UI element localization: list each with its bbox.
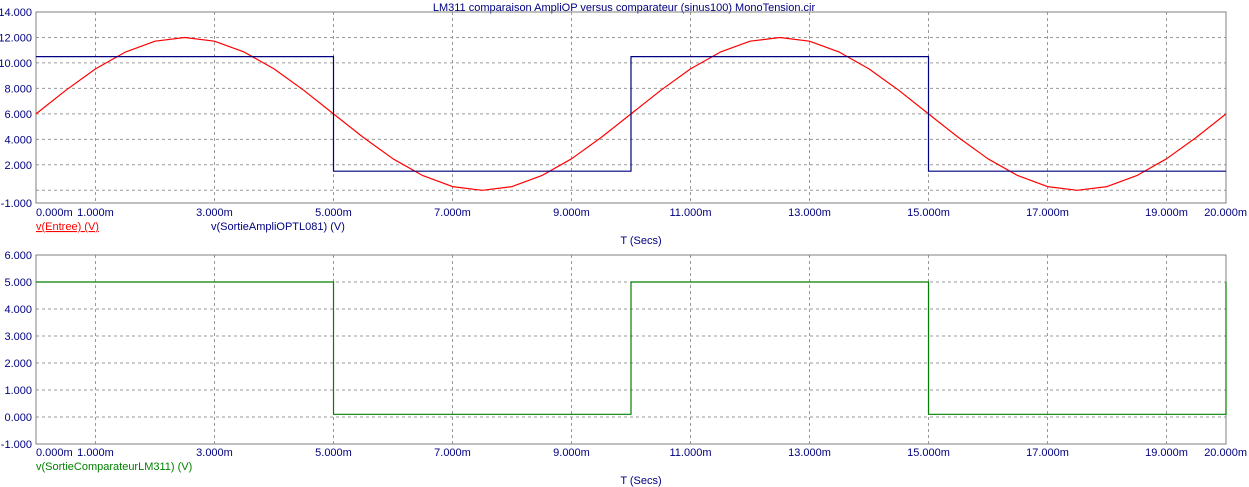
chart-title: LM311 comparaison AmpliOP versus compara…: [433, 2, 816, 14]
x-tick-label: 11.000m: [670, 447, 712, 459]
y-tick-label: 3.000: [4, 331, 32, 343]
x-tick-label: 20.000m: [1204, 207, 1247, 219]
y-tick-label: 14.000: [0, 7, 32, 19]
bottom-panel: 6.000 5.000 4.000 3.000 2.000 1.000 0.000 -1.00…: [1, 250, 1247, 487]
x-tick-label: 13.000m: [788, 447, 831, 459]
x-tick-label: 9.000m: [553, 447, 590, 459]
x-tick-label: 15.000m: [907, 207, 950, 219]
x-tick-label: 1.000m: [77, 447, 114, 459]
y-tick-label: 4.000: [4, 304, 32, 316]
legend-entry: v(SortieComparateurLM311) (V): [36, 461, 192, 473]
y-tick-label: 1.000: [4, 385, 32, 397]
x-tick-label: 19.000m: [1145, 207, 1188, 219]
y-tick-label: 12.000: [0, 32, 32, 44]
x-tick-label: 17.000m: [1026, 447, 1069, 459]
x-tick-label: 19.000m: [1145, 447, 1188, 459]
x-axis-label: T (Secs): [620, 475, 661, 487]
y-tick-label: 5.000: [4, 277, 32, 289]
x-tick-label: 17.000m: [1026, 207, 1069, 219]
x-tick-label: 20.000m: [1204, 447, 1247, 459]
y-tick-label: 0.000: [4, 412, 32, 424]
y-tick-label: -1.000: [1, 198, 32, 210]
series-line: [36, 55, 1226, 172]
legend-entry: v(Entree) (V): [36, 221, 99, 233]
x-tick-label: 13.000m: [788, 207, 831, 219]
x-tick-label: 3.000m: [196, 207, 233, 219]
top-panel: 14.000 12.000 10.000 8.000 6.000 4.000 2.000 -1…: [0, 7, 1247, 247]
plot-frame: [35, 11, 1227, 204]
x-tick-label: 3.000m: [196, 447, 233, 459]
y-tick-label: 10.000: [0, 58, 32, 70]
y-tick-label: 8.000: [4, 83, 32, 95]
x-tick-label: 15.000m: [907, 447, 950, 459]
x-tick-label: 0.000m: [36, 207, 73, 219]
y-tick-label: 6.000: [4, 109, 32, 121]
x-tick-label: 5.000m: [315, 207, 352, 219]
x-tick-label: 5.000m: [315, 447, 352, 459]
x-tick-label: 0.000m: [36, 447, 73, 459]
x-tick-label: 7.000m: [434, 207, 471, 219]
x-tick-label: 11.000m: [670, 207, 712, 219]
series-line: [36, 281, 1227, 415]
x-tick-label: 1.000m: [77, 207, 114, 219]
y-tick-label: 4.000: [4, 134, 32, 146]
y-tick-label: 6.000: [4, 250, 32, 262]
legend-entry: v(SortieAmpliOPTL081) (V): [211, 221, 345, 233]
x-tick-label: 7.000m: [434, 447, 471, 459]
y-tick-label: 2.000: [4, 358, 32, 370]
y-tick-label: -1.000: [1, 439, 32, 451]
y-tick-label: 2.000: [4, 160, 32, 172]
x-axis-label: T (Secs): [620, 235, 661, 247]
x-tick-label: 9.000m: [553, 207, 590, 219]
